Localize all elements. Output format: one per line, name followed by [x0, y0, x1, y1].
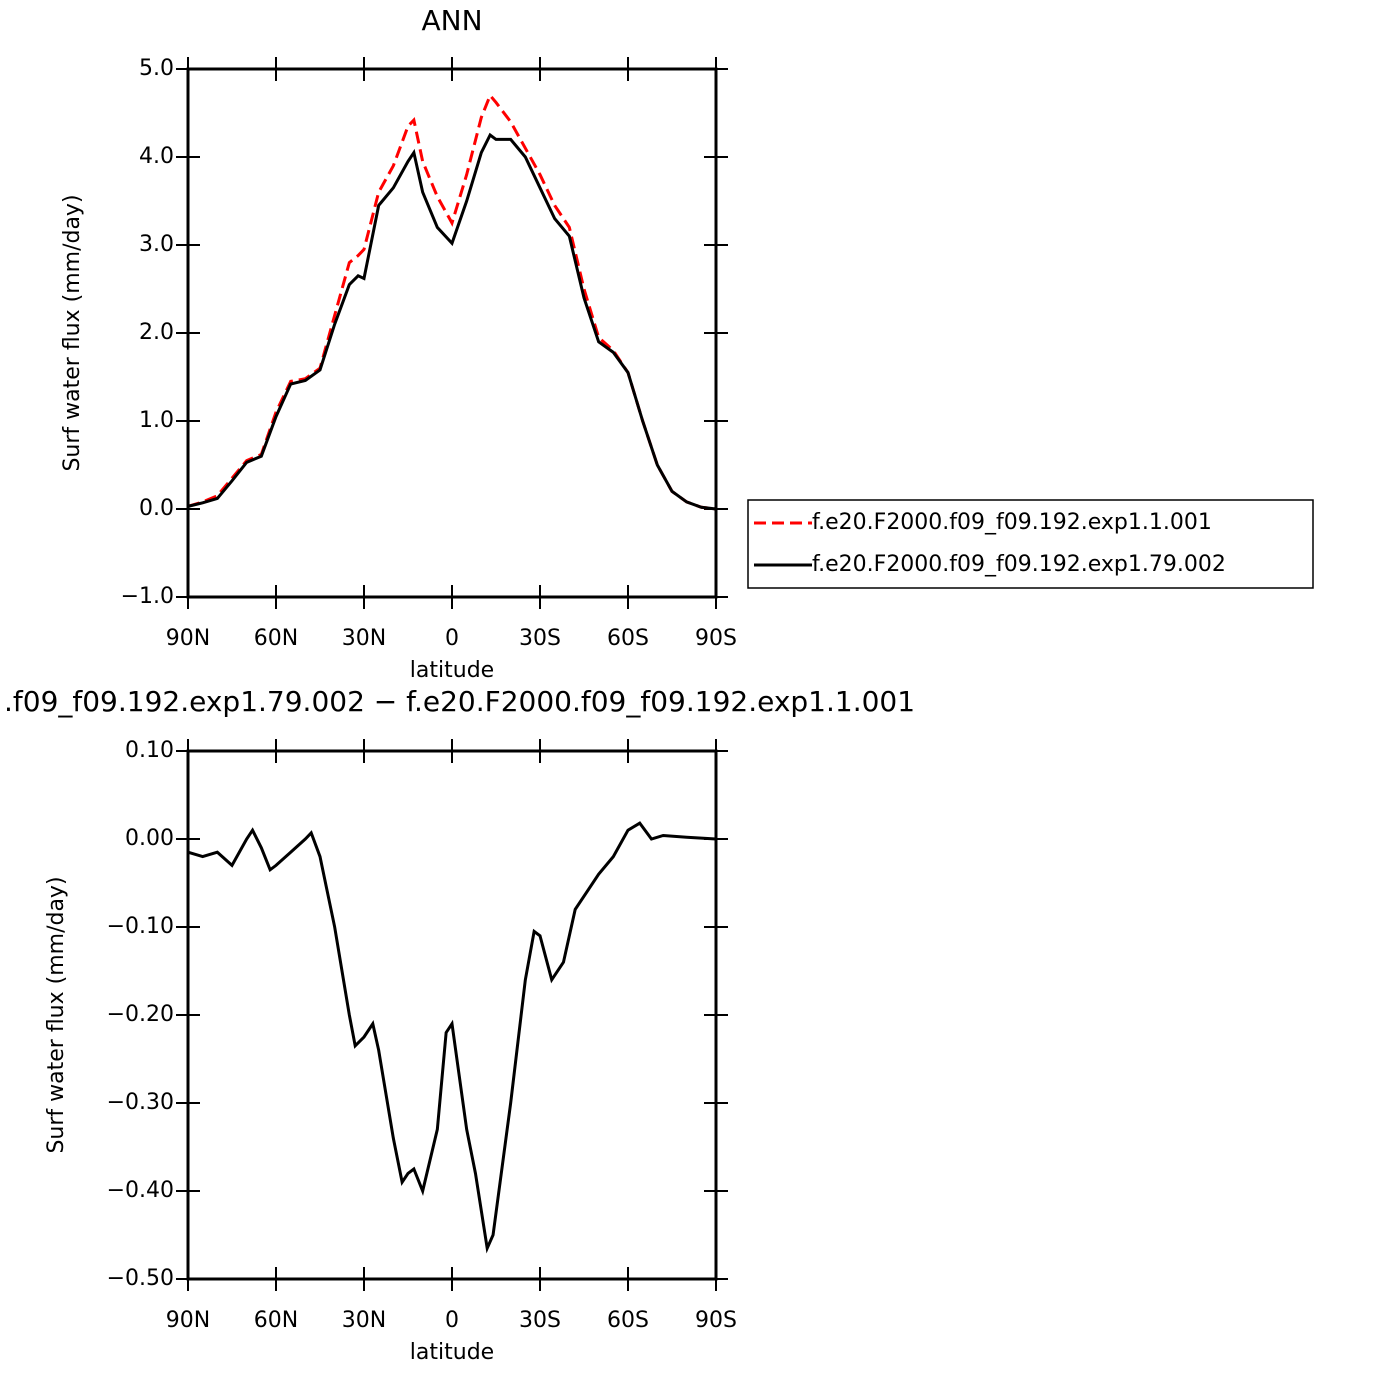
- y-axis-label: Surf water flux (mm/day): [60, 194, 85, 471]
- x-tick-label: 60N: [254, 1308, 298, 1333]
- x-tick-label: 60S: [607, 626, 649, 651]
- x-tick-label: 30N: [342, 626, 386, 651]
- y-tick-label: 1.0: [139, 408, 174, 433]
- y-tick-label: −0.50: [107, 1266, 174, 1291]
- x-tick-label: 60N: [254, 626, 298, 651]
- y-tick-label: −0.10: [107, 914, 174, 939]
- plot-frame: [186, 67, 718, 599]
- x-axis-label: latitude: [410, 1340, 494, 1365]
- plot-frame: [186, 749, 718, 1281]
- y-tick-label: 0.0: [139, 496, 174, 521]
- y-tick-label: 0.00: [125, 826, 174, 851]
- chart-title: ANN: [421, 4, 482, 37]
- y-tick-label: −1.0: [121, 584, 174, 609]
- y-tick-label: 2.0: [139, 320, 174, 345]
- x-tick-label: 30S: [519, 626, 561, 651]
- y-tick-label: 5.0: [139, 56, 174, 81]
- x-tick-label: 90S: [695, 626, 737, 651]
- y-tick-label: −0.30: [107, 1090, 174, 1115]
- y-tick-label: −0.20: [107, 1002, 174, 1027]
- data-line: [187, 132, 717, 511]
- x-tick-label: 0: [445, 626, 459, 651]
- x-tick-label: 90N: [166, 626, 210, 651]
- legend-label: f.e20.F2000.f09_f09.192.exp1.1.001: [812, 510, 1212, 535]
- y-tick-label: 3.0: [139, 232, 174, 257]
- x-tick-label: 90S: [695, 1308, 737, 1333]
- x-tick-label: 30S: [519, 1308, 561, 1333]
- x-axis-label: latitude: [410, 658, 494, 683]
- x-tick-label: 90N: [166, 1308, 210, 1333]
- data-line: [187, 92, 717, 511]
- x-tick-label: 60S: [607, 1308, 649, 1333]
- chart-title: .f09_f09.192.exp1.79.002 − f.e20.F2000.f…: [4, 685, 915, 718]
- y-tick-label: 4.0: [139, 144, 174, 169]
- data-line: [187, 821, 717, 1254]
- x-tick-label: 30N: [342, 1308, 386, 1333]
- y-axis-label: Surf water flux (mm/day): [44, 876, 69, 1153]
- legend-box: [747, 499, 1314, 589]
- x-tick-label: 0: [445, 1308, 459, 1333]
- legend-label: f.e20.F2000.f09_f09.192.exp1.79.002: [812, 552, 1226, 577]
- y-tick-label: −0.40: [107, 1178, 174, 1203]
- y-tick-label: 0.10: [125, 738, 174, 763]
